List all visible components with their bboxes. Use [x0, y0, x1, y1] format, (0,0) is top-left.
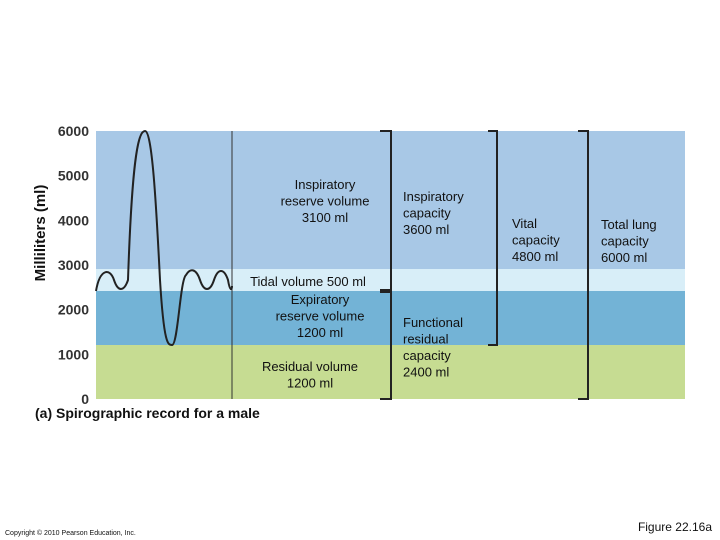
region-label: Tidal volume 500 ml	[250, 274, 366, 289]
region-label: 1200 ml	[297, 325, 343, 340]
region-label: capacity	[403, 206, 451, 221]
region-label: Inspiratory	[295, 177, 356, 192]
region-label: 4800 ml	[512, 249, 558, 264]
region-label: Total lung	[601, 217, 657, 232]
bracket	[380, 130, 392, 291]
y-tick-label: 0	[81, 391, 89, 407]
region-label: reserve volume	[281, 194, 370, 209]
bracket	[488, 130, 498, 346]
region-label: 2400 ml	[403, 365, 449, 380]
region-label: 3600 ml	[403, 222, 449, 237]
copyright: Copyright © 2010 Pearson Education, Inc.	[5, 529, 136, 537]
figure-label: Figure 22.16a	[638, 520, 712, 534]
y-tick-label: 6000	[58, 123, 89, 139]
bracket	[380, 291, 392, 400]
region-label: Functional	[403, 315, 463, 330]
region-label: Residual volume	[262, 359, 358, 374]
region-label: residual	[403, 332, 449, 347]
region-label: 1200 ml	[287, 376, 333, 391]
y-tick-label: 2000	[58, 302, 89, 318]
bracket	[578, 130, 589, 400]
region-label: 3100 ml	[302, 210, 348, 225]
region-label: capacity	[601, 234, 649, 249]
y-axis-label: Milliliters (ml)	[32, 185, 49, 282]
region-label: Expiratory	[291, 292, 350, 307]
y-tick-label: 5000	[58, 168, 89, 184]
caption: (a) Spirographic record for a male	[35, 405, 260, 421]
spirogram-trace	[95, 129, 233, 347]
y-tick-label: 3000	[58, 257, 89, 273]
y-tick-label: 1000	[58, 346, 89, 362]
region-label: capacity	[512, 233, 560, 248]
region-label: reserve volume	[276, 309, 365, 324]
region-label: capacity	[403, 348, 451, 363]
region-label: Vital	[512, 216, 537, 231]
region-label: Inspiratory	[403, 189, 464, 204]
region-label: 6000 ml	[601, 250, 647, 265]
y-tick-label: 4000	[58, 212, 89, 228]
